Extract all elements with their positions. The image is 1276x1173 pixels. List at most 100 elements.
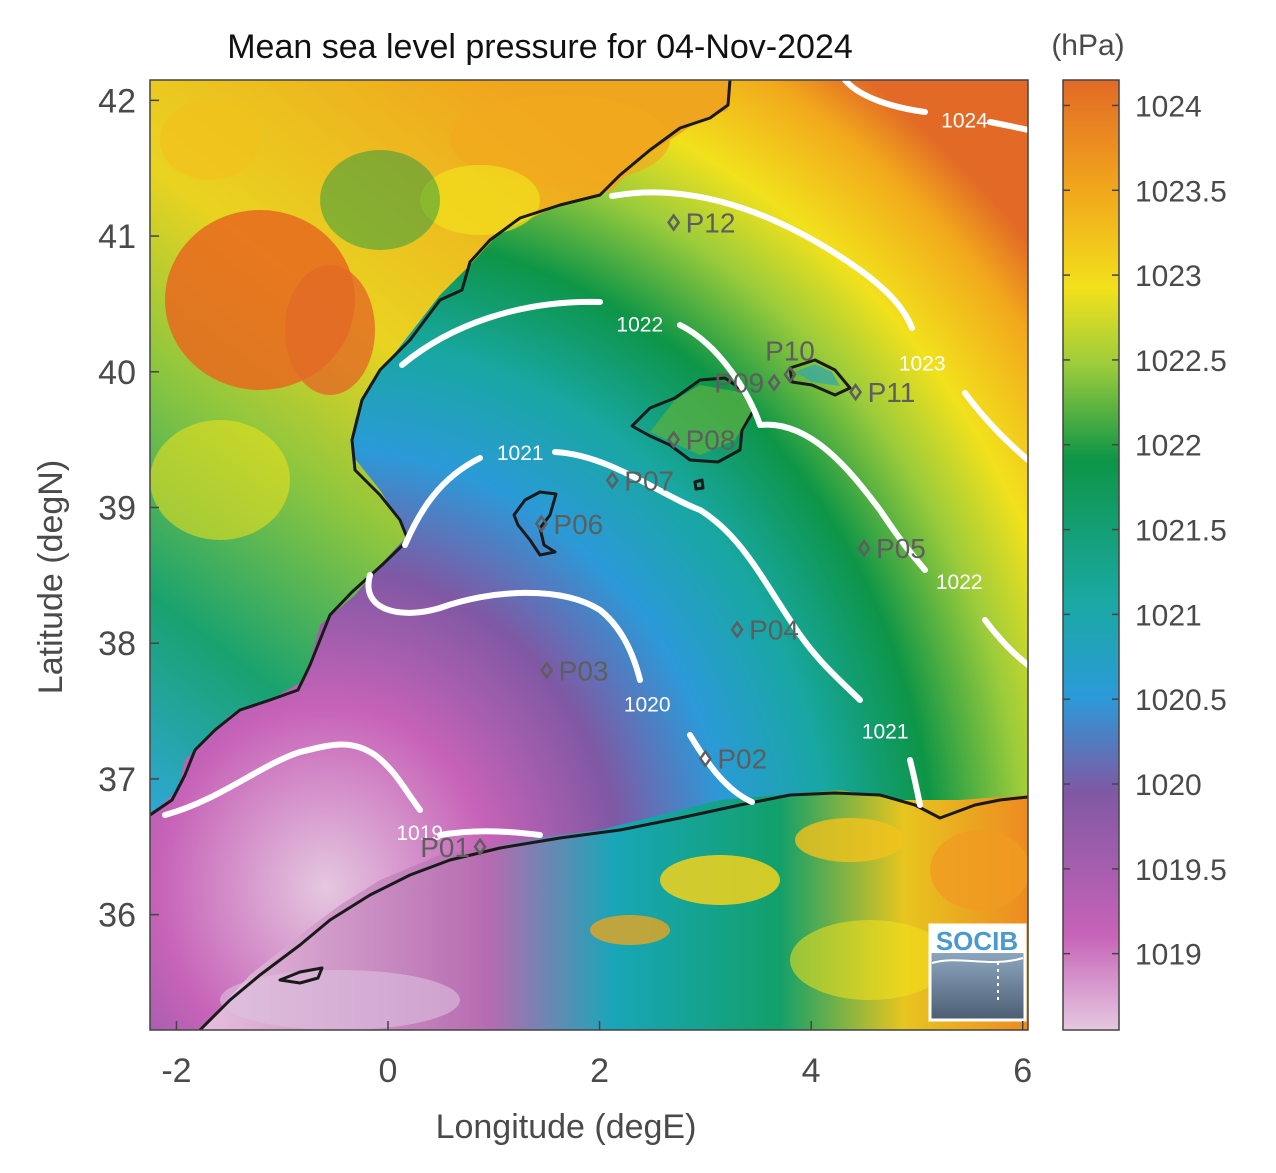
- point-marker[interactable]: [605, 471, 619, 490]
- point-p06[interactable]: P06: [534, 509, 603, 540]
- point-p07[interactable]: P07: [605, 465, 674, 496]
- isobar-label: 1020: [624, 693, 671, 716]
- colorbar-units: (hPa): [1051, 29, 1124, 62]
- alboran-island: [278, 966, 324, 985]
- colorbar-tick-label: 1023.5: [1135, 175, 1227, 208]
- ibiza-coastline: [512, 490, 558, 557]
- y-axis-label: Latitude (degN): [32, 460, 70, 694]
- y-tick-label: 36: [98, 897, 136, 935]
- y-tick-label: 40: [98, 354, 136, 392]
- point-label: P02: [717, 744, 767, 775]
- point-marker[interactable]: [767, 373, 781, 392]
- point-label: P01: [420, 832, 470, 863]
- point-marker[interactable]: [849, 382, 863, 402]
- point-marker[interactable]: [667, 430, 681, 449]
- isobar-1023: [609, 189, 1028, 463]
- colorbar-tick-label: 1019: [1135, 939, 1202, 972]
- point-p05[interactable]: P05: [857, 533, 926, 564]
- cabrera-island: [693, 478, 705, 491]
- figure-title: Mean sea level pressure for 04-Nov-2024: [227, 28, 853, 66]
- y-tick-label: 37: [98, 761, 136, 799]
- point-marker[interactable]: [783, 365, 797, 384]
- isobar-label: 1021: [862, 720, 909, 743]
- point-label: P06: [553, 509, 603, 540]
- mallorca-terrain: [650, 385, 752, 455]
- isobar-1024: [842, 80, 1028, 133]
- isobar-1019: [162, 741, 543, 838]
- x-axis: -2 0 2 4 6: [161, 1021, 1032, 1090]
- point-p03[interactable]: P03: [540, 655, 609, 686]
- point-label: P08: [686, 425, 736, 456]
- iberia-coastline: [150, 80, 732, 817]
- colorbar: (hPa) 1019 1019.5 1020 1020.5 1021 1021.5 1022…: [1051, 29, 1227, 1031]
- colorbar-ticks: 1019 1019.5 1020 1020.5 1021 1021.5 1022 1022.5…: [1063, 90, 1227, 972]
- colorbar-tick-label: 1024: [1135, 90, 1202, 123]
- isobar-1021-b: [907, 757, 923, 808]
- isobar-1021-a: [402, 449, 863, 703]
- x-tick-label: 4: [802, 1052, 821, 1090]
- point-p11[interactable]: P11: [849, 377, 916, 408]
- menorca-terrain: [795, 364, 840, 386]
- map-frame: [149, 79, 1029, 1031]
- point-label: P05: [876, 533, 926, 564]
- colorbar-tick-label: 1019.5: [1135, 854, 1227, 887]
- colorbar-tick-label: 1021: [1135, 599, 1202, 632]
- x-tick-label: 0: [379, 1052, 398, 1090]
- x-tick-label: 2: [590, 1052, 609, 1090]
- point-label: P07: [624, 465, 674, 496]
- point-marker[interactable]: [857, 539, 871, 558]
- isobar-1022-a: [399, 298, 763, 428]
- point-label: P09: [714, 368, 764, 399]
- colorbar-tick-label: 1021.5: [1135, 515, 1227, 548]
- point-label: P03: [559, 655, 609, 686]
- logo-text: SOCIB: [936, 926, 1018, 956]
- point-label: P04: [749, 615, 799, 646]
- point-p12[interactable]: P12: [667, 208, 736, 239]
- isobar-label: 1024: [941, 110, 988, 133]
- menorca-coastline: [788, 358, 852, 397]
- x-axis-label: Longitude (degE): [436, 1108, 697, 1146]
- y-tick-label: 38: [98, 625, 136, 663]
- point-label: P10: [765, 336, 815, 367]
- point-marker[interactable]: [473, 837, 487, 856]
- isobar-1022-b: [757, 421, 1028, 668]
- y-tick-label: 39: [98, 490, 136, 528]
- colorbar-tick-label: 1020.5: [1135, 684, 1227, 717]
- isobar-label: 1019: [396, 822, 443, 845]
- y-axis: 36 37 38 39 40 41 42: [98, 82, 159, 935]
- y-tick-label: 42: [98, 82, 136, 120]
- colorbar-tick-label: 1022.5: [1135, 345, 1227, 378]
- colorbar-tick-label: 1020: [1135, 769, 1202, 802]
- y-tick-label: 41: [98, 218, 136, 256]
- isobars: [162, 80, 1028, 838]
- iberia-terrain: [150, 95, 670, 540]
- point-label: P11: [868, 377, 916, 408]
- isobar-1020: [365, 572, 755, 805]
- isobar-label: 1023: [899, 353, 946, 376]
- isobar-label: 1022: [936, 571, 983, 594]
- point-p01[interactable]: P01: [420, 832, 487, 863]
- socib-logo: SOCIB: [928, 923, 1027, 1022]
- colorbar-scale: [1062, 79, 1120, 1031]
- colorbar-tick-label: 1023: [1135, 260, 1202, 293]
- point-p09[interactable]: P09: [714, 368, 781, 399]
- point-marker[interactable]: [667, 213, 681, 232]
- point-marker[interactable]: [698, 749, 712, 768]
- africa-coastline: [198, 791, 1028, 1030]
- isobar-label: 1021: [497, 442, 544, 465]
- point-marker[interactable]: [730, 620, 744, 639]
- point-p04[interactable]: P04: [730, 615, 799, 646]
- isobar-labels: 1019 1020 1021 1021 1022 1022 1023 1024: [396, 110, 988, 846]
- point-p02[interactable]: P02: [698, 744, 767, 775]
- point-marker[interactable]: [540, 661, 554, 680]
- x-tick-label: 6: [1013, 1052, 1032, 1090]
- x-tick-label: -2: [161, 1052, 191, 1090]
- isobar-label: 1022: [616, 313, 663, 336]
- point-marker[interactable]: [534, 514, 548, 533]
- point-p10[interactable]: P10: [765, 336, 815, 384]
- point-p08[interactable]: P08: [667, 425, 736, 456]
- point-label: P12: [686, 208, 736, 239]
